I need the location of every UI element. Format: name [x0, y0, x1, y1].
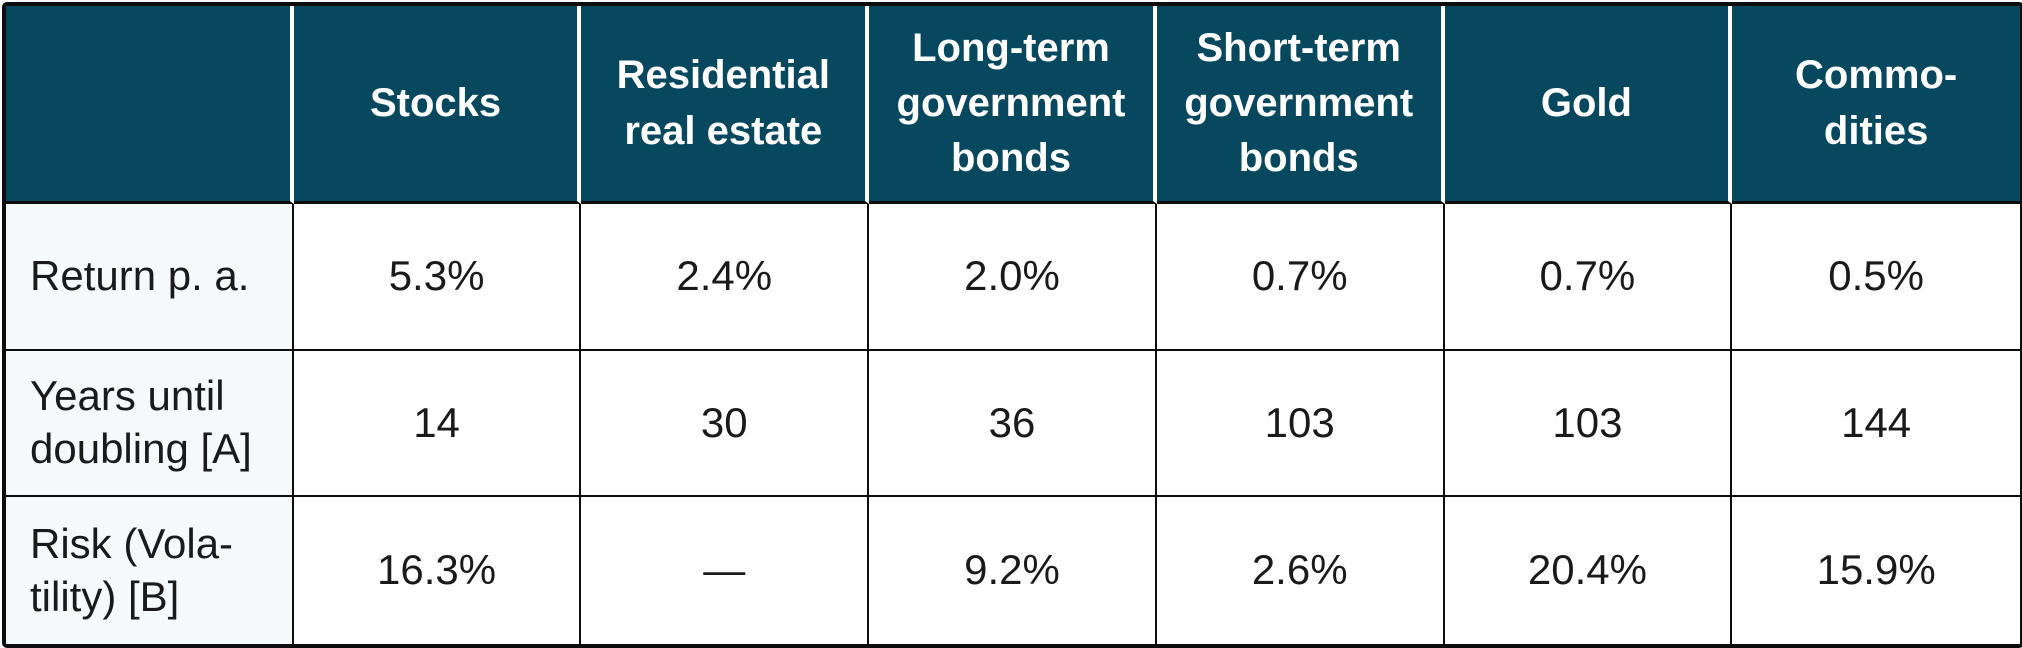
column-header-stocks: Stocks	[293, 6, 582, 204]
table-cell-return-gold: 0.7%	[1444, 204, 1733, 351]
table-cell-years-residential: 30	[581, 350, 870, 498]
table-cell-return-residential: 2.4%	[581, 204, 870, 351]
row-label-risk-volatility: Risk (Vola- tility) [B]	[6, 497, 294, 644]
table-cell-risk-long-term-bonds: 9.2%	[869, 497, 1157, 644]
column-header-short-term-government-bonds: Short-term government bonds	[1156, 6, 1445, 204]
column-header-commodities: Commo- dities	[1732, 6, 2020, 204]
table-cell-return-stocks: 5.3%	[293, 204, 582, 351]
column-header-gold: Gold	[1444, 6, 1733, 204]
table-cell-risk-stocks: 16.3%	[293, 497, 582, 644]
column-header-long-term-government-bonds: Long-term government bonds	[869, 6, 1157, 204]
table-grid: Stocks Residential real estate Long-term…	[6, 6, 2020, 644]
table-cell-risk-gold: 20.4%	[1444, 497, 1733, 644]
row-label-return-pa: Return p. a.	[6, 204, 294, 351]
column-header-empty	[6, 6, 294, 204]
table-cell-years-short-term-bonds: 103	[1156, 350, 1445, 498]
table-cell-risk-commodities: 15.9%	[1732, 497, 2020, 644]
table-cell-years-stocks: 14	[293, 350, 582, 498]
column-header-residential-real-estate: Residential real estate	[581, 6, 870, 204]
table-cell-years-commodities: 144	[1732, 350, 2020, 498]
table-cell-risk-residential: —	[581, 497, 870, 644]
row-label-years-until-doubling: Years until doubling [A]	[6, 350, 294, 498]
table-cell-years-long-term-bonds: 36	[869, 350, 1157, 498]
table-cell-risk-short-term-bonds: 2.6%	[1156, 497, 1445, 644]
table-cell-years-gold: 103	[1444, 350, 1733, 498]
table-cell-return-commodities: 0.5%	[1732, 204, 2020, 351]
table-cell-return-long-term-bonds: 2.0%	[869, 204, 1157, 351]
table-cell-return-short-term-bonds: 0.7%	[1156, 204, 1445, 351]
